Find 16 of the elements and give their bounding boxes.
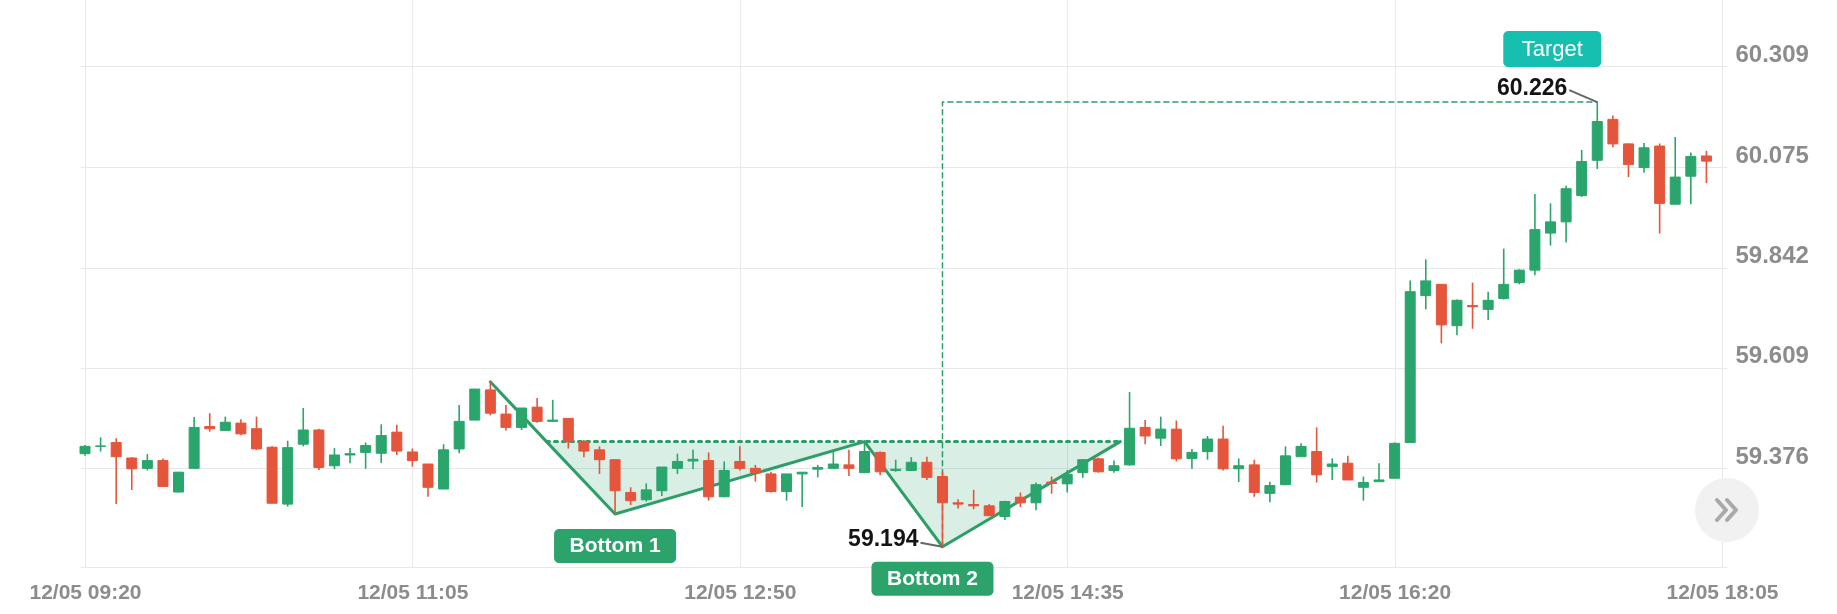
x-tick-label: 12/05 14:35 bbox=[1011, 579, 1125, 603]
y-tick-label: 59.376 bbox=[1735, 441, 1809, 469]
x-tick-label: 12/05 18:05 bbox=[1666, 579, 1779, 603]
annotation: Bottom 2 bbox=[886, 565, 978, 589]
x-tick-label: 12/05 12:50 bbox=[684, 579, 797, 603]
annotation: 60.226 bbox=[1496, 74, 1568, 101]
y-tick-label: 59.842 bbox=[1735, 241, 1809, 269]
x-tick-label: 12/05 16:20 bbox=[1339, 579, 1452, 603]
annotation: Target bbox=[1521, 36, 1583, 62]
y-tick-label: 59.609 bbox=[1735, 341, 1809, 369]
annotation: 59.194 bbox=[848, 524, 919, 551]
y-tick-label: 60.309 bbox=[1735, 39, 1809, 67]
y-tick-label: 60.075 bbox=[1735, 140, 1809, 168]
x-tick-label: 12/05 11:05 bbox=[357, 579, 469, 603]
x-tick-label: 12/05 09:20 bbox=[29, 579, 142, 603]
annotation: Bottom 1 bbox=[569, 533, 661, 557]
